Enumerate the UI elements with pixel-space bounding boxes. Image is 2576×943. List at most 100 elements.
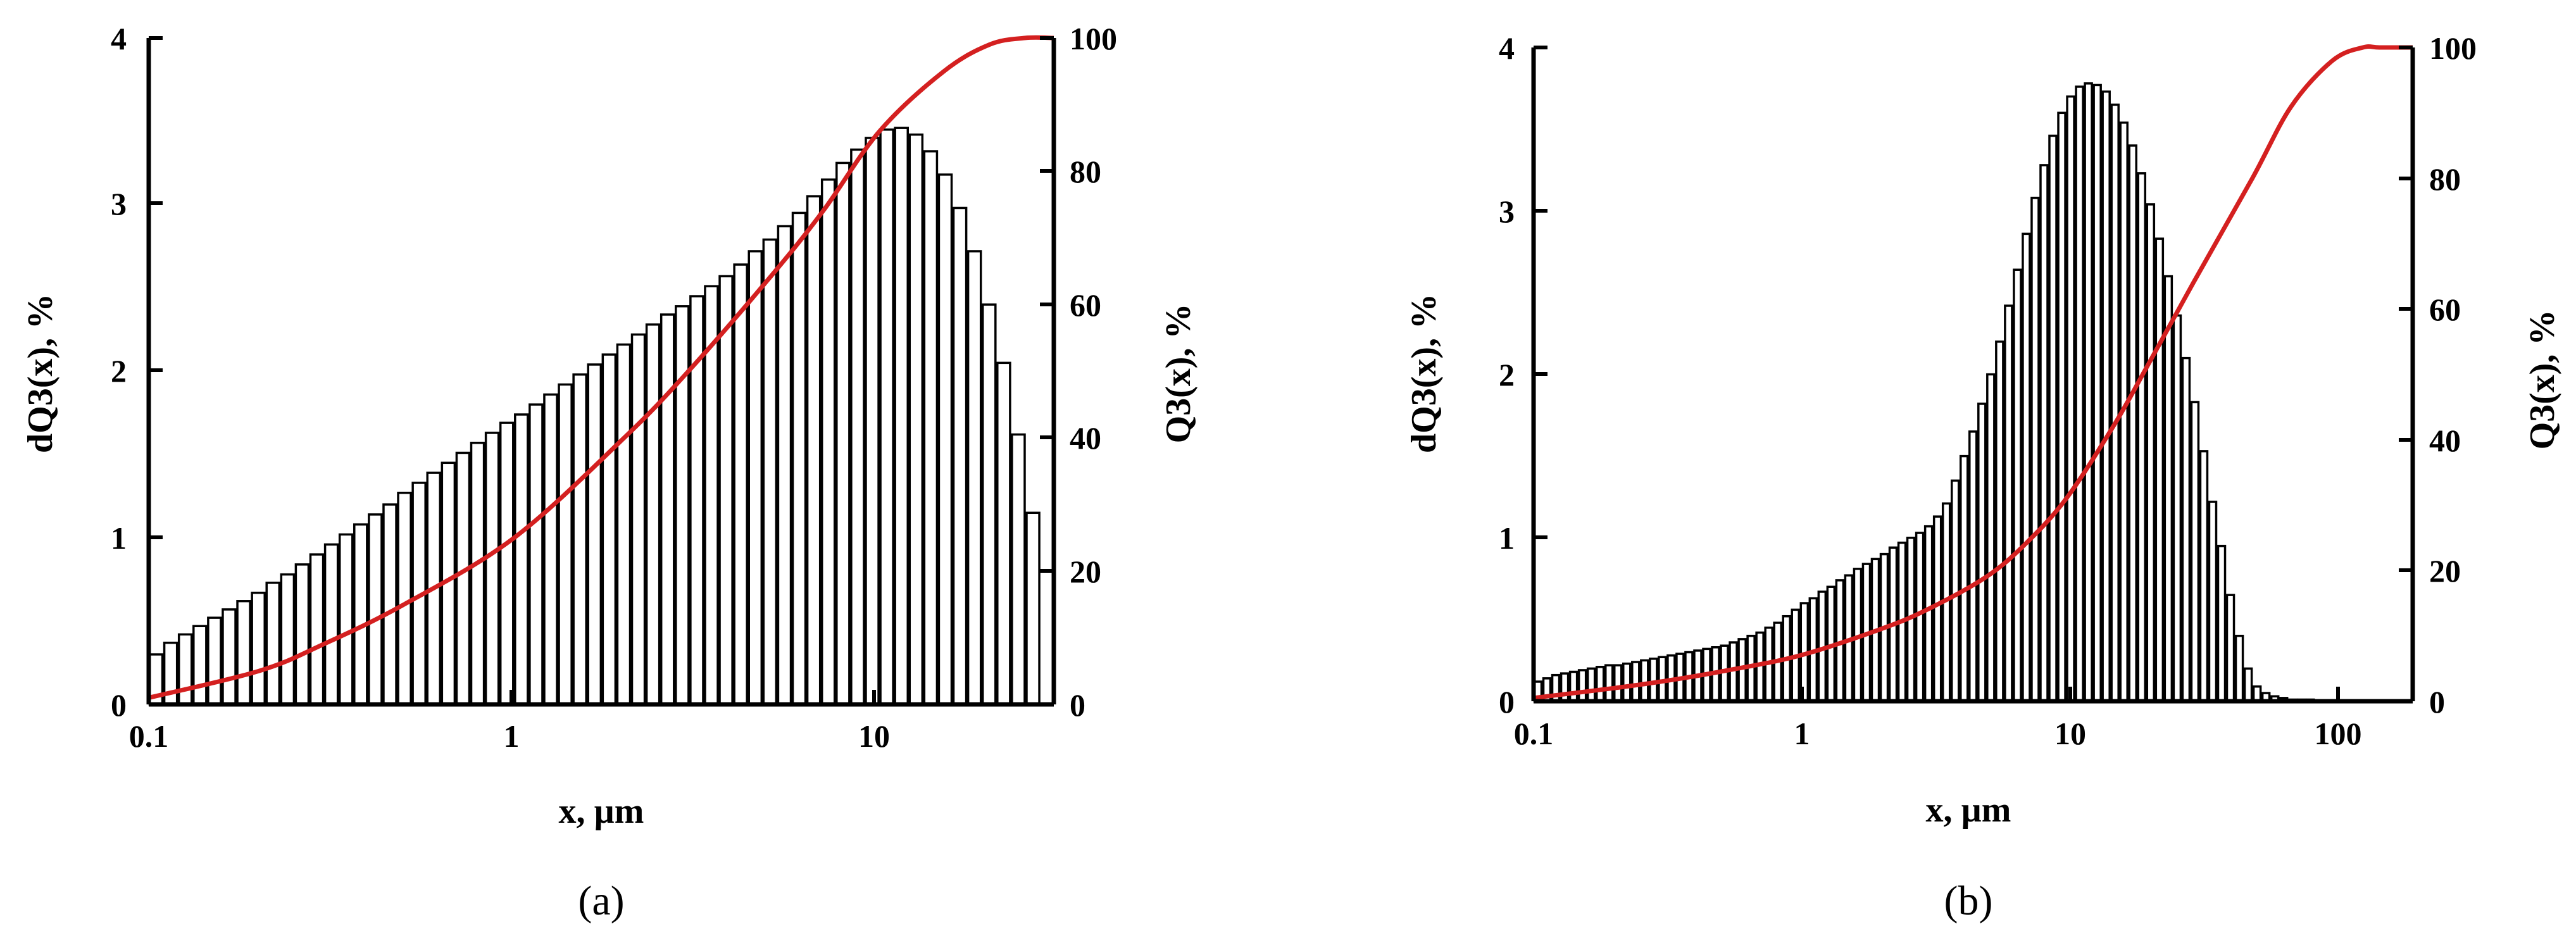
panel-b-y-right-tick-label: 0 bbox=[2429, 684, 2445, 720]
panel-a-bar bbox=[484, 432, 500, 706]
panel-b-bar bbox=[2057, 111, 2066, 703]
panel-a-x-tick-label: 10 bbox=[858, 718, 890, 754]
panel-b-bar bbox=[1959, 454, 1969, 703]
panel-b-bar bbox=[1568, 670, 1579, 703]
panel-a-bar bbox=[528, 403, 544, 706]
panel-a-y-right-tick-label: 40 bbox=[1070, 420, 1101, 456]
panel-a-bar bbox=[645, 323, 661, 706]
panel-b-y-right-tick-label: 20 bbox=[2429, 553, 2461, 589]
panel-a-bar bbox=[791, 211, 807, 706]
panel-b-bar bbox=[1604, 664, 1614, 703]
panel-b-bar bbox=[2208, 501, 2218, 703]
panel-b-bar bbox=[1649, 658, 1658, 703]
panel-a-bar bbox=[777, 225, 792, 706]
panel-a-bar bbox=[280, 573, 296, 706]
panel-b-bar bbox=[1640, 659, 1649, 703]
panel-a-y-right-tick-label: 60 bbox=[1070, 287, 1101, 323]
panel-a-y-right-axis-title: Q3(x), % bbox=[1159, 304, 1198, 444]
panel-b-bar bbox=[1932, 515, 1942, 703]
panel-a-bar bbox=[733, 263, 748, 706]
panel-a-bar bbox=[587, 363, 603, 706]
panel-a-bar bbox=[470, 441, 485, 706]
panel-b-bar bbox=[2022, 232, 2031, 703]
panel-b-y-left-tick-label: 2 bbox=[1499, 357, 1515, 392]
panel-b-bar bbox=[2216, 544, 2227, 703]
panel-a-bar bbox=[923, 150, 939, 706]
panel-b-bars bbox=[1533, 82, 2315, 703]
panel-b-bar bbox=[2181, 356, 2191, 703]
panel-b-bar bbox=[1577, 669, 1587, 703]
panel-b-bar bbox=[1613, 664, 1623, 703]
panel-a-y-right-tick-label: 100 bbox=[1070, 21, 1117, 56]
panel-b-bar bbox=[2030, 196, 2040, 703]
panel-b-bar bbox=[2013, 268, 2022, 703]
panel-a-cumulative-line bbox=[148, 35, 1054, 700]
panel-a-y-left-tick-label: 2 bbox=[111, 353, 127, 389]
panel-b-bar bbox=[2110, 103, 2120, 703]
panel-b-y-right-tick-label: 100 bbox=[2429, 30, 2477, 66]
panel-b-bar bbox=[2137, 172, 2147, 703]
panel-a-y-left-tick-label: 4 bbox=[111, 21, 127, 56]
panel-b-bar bbox=[1986, 373, 1996, 703]
panel-b-bar bbox=[2004, 304, 2013, 703]
panel-b-bar bbox=[2163, 275, 2173, 703]
panel-b-bar bbox=[2234, 634, 2244, 703]
panel-a-bar bbox=[879, 128, 894, 706]
panel-b-bar bbox=[1995, 340, 2004, 703]
panel-a-x-axis-title: x, µm bbox=[559, 792, 644, 831]
panel-b-bar bbox=[1977, 403, 1987, 703]
panel-a-bar bbox=[1011, 433, 1026, 706]
panel-a-bar bbox=[572, 373, 587, 706]
panel-b-bar bbox=[1915, 532, 1925, 703]
panel-b-y-left-tick-label: 0 bbox=[1499, 684, 1515, 720]
panel-a-bar bbox=[294, 563, 310, 706]
panel-a-bar bbox=[981, 303, 997, 706]
panel-b-x-tick-label: 1 bbox=[1794, 716, 1810, 751]
panel-a-bar bbox=[675, 305, 690, 706]
panel-a-y-left-tick-label: 1 bbox=[111, 520, 127, 556]
panel-a-bar bbox=[397, 491, 412, 706]
panel-a-bar bbox=[718, 275, 734, 706]
panel-a-bar bbox=[222, 608, 237, 706]
panel-b-bar bbox=[1923, 525, 1934, 703]
panel-b-bar bbox=[2084, 82, 2093, 703]
panel-b-caption: (b) bbox=[1944, 878, 1993, 924]
panel-b-x-tick-label: 100 bbox=[2315, 716, 2362, 751]
panel-a-bar bbox=[865, 137, 880, 706]
panel-a-caption: (a) bbox=[578, 878, 624, 924]
panel-a-bar bbox=[1025, 511, 1041, 706]
panel-b-x-tick-label: 0.1 bbox=[1514, 716, 1554, 751]
panel-a-y-right-tick-label: 0 bbox=[1070, 687, 1085, 723]
panel-a-y-left-tick-label: 0 bbox=[111, 687, 127, 723]
panel-b-y-right-tick-label: 60 bbox=[2429, 292, 2461, 327]
panel-a-bar bbox=[338, 533, 354, 706]
panel-b-y-left-tick-label: 3 bbox=[1499, 194, 1515, 229]
panel-b: 0 1 2 3 4 0 20 40 60 80 100 0.1 1 10 100… bbox=[1404, 30, 2562, 924]
panel-b-bar bbox=[2146, 203, 2156, 703]
panel-b-bar bbox=[2172, 314, 2182, 703]
panel-a-bar bbox=[952, 206, 968, 706]
panel-a-bar bbox=[323, 543, 339, 706]
panel-a: 0 1 2 3 4 0 20 40 60 80 100 0.1 1 10 x, … bbox=[21, 21, 1198, 924]
panel-b-bar bbox=[1968, 430, 1978, 703]
panel-b-bar bbox=[2066, 95, 2075, 703]
panel-b-bar bbox=[2154, 237, 2165, 703]
panel-a-bar bbox=[660, 313, 675, 706]
panel-a-bar bbox=[894, 127, 909, 706]
panel-a-bar bbox=[747, 250, 763, 706]
panel-b-bar bbox=[2225, 594, 2235, 703]
panel-a-bar bbox=[820, 178, 836, 706]
panel-b-bar bbox=[2243, 667, 2253, 703]
panel-b-bar bbox=[1631, 661, 1641, 703]
panel-a-bar bbox=[309, 553, 325, 706]
panel-a-bar bbox=[616, 343, 632, 706]
panel-a-bar bbox=[514, 413, 529, 706]
panel-b-y-left-tick-label: 1 bbox=[1499, 520, 1515, 556]
panel-b-y-right-tick-label: 80 bbox=[2429, 161, 2461, 197]
panel-a-bar bbox=[207, 616, 222, 706]
panel-a-x-tick-label: 0.1 bbox=[129, 718, 169, 754]
panel-a-y-right-tick-label: 80 bbox=[1070, 154, 1101, 189]
panel-b-bar bbox=[2075, 85, 2084, 703]
panel-a-bar bbox=[558, 383, 573, 706]
